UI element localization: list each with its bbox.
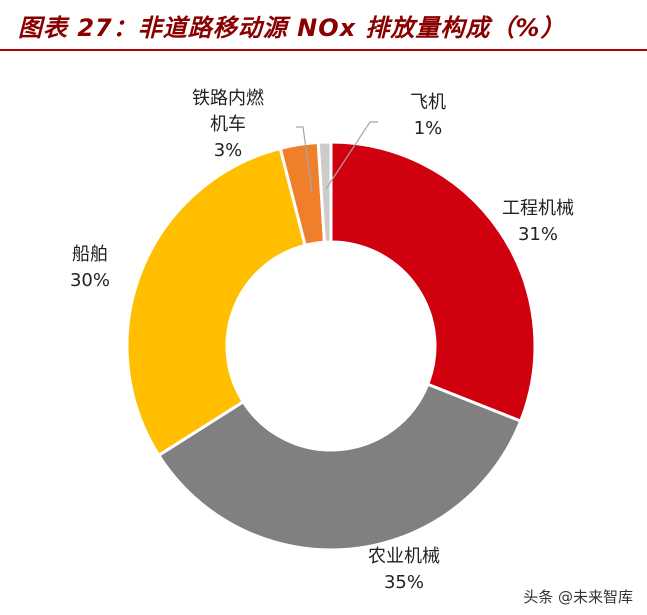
chart-title: 图表 27：非道路移动源 NOx 排放量构成（%） bbox=[18, 14, 566, 42]
slice-name-label-3: 铁路内燃 bbox=[192, 88, 264, 109]
slice-4 bbox=[316, 140, 333, 244]
leader-line-3 bbox=[296, 126, 313, 193]
slice-name-label-1: 农业机械 bbox=[368, 546, 440, 567]
slice-name-label-4: 飞机 bbox=[410, 92, 446, 113]
slice-name-label-3: 机车 bbox=[210, 114, 246, 135]
slice-value-label-0: 31% bbox=[518, 224, 558, 245]
slice-1 bbox=[156, 382, 523, 552]
donut-slices bbox=[125, 140, 537, 552]
slice-name-label-0: 工程机械 bbox=[502, 198, 574, 219]
slice-value-label-2: 30% bbox=[70, 270, 110, 291]
leader-lines bbox=[296, 121, 378, 193]
slice-value-label-3: 3% bbox=[214, 140, 243, 161]
slice-value-label-1: 35% bbox=[384, 572, 424, 593]
slice-2 bbox=[125, 146, 307, 458]
leader-line-4 bbox=[325, 121, 378, 190]
slice-value-label-4: 1% bbox=[414, 118, 443, 139]
title-divider bbox=[0, 49, 647, 51]
watermark: 头条 @未来智库 bbox=[523, 588, 633, 606]
slice-0 bbox=[329, 140, 537, 424]
slice-name-label-2: 船舶 bbox=[72, 244, 108, 265]
